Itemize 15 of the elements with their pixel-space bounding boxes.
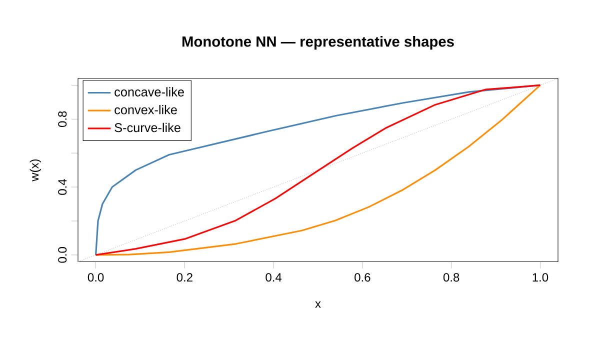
x-tick-label: 0.6 xyxy=(354,273,370,282)
chart-title: Monotone NN — representative shapes xyxy=(182,36,454,50)
y-tick-label: 0.8 xyxy=(58,111,67,128)
legend-label: convex-like xyxy=(114,105,177,114)
legend-label: S-curve-like xyxy=(114,122,180,132)
y-axis-title: w(x) xyxy=(30,159,41,182)
y-tick-label: 0.4 xyxy=(58,179,67,195)
x-tick-label: 1.0 xyxy=(532,273,548,282)
x-tick-label: 0.4 xyxy=(266,273,282,282)
x-tick-label: 0.0 xyxy=(88,273,104,282)
y-tick-label: 0.0 xyxy=(58,247,67,263)
x-tick-label: 0.2 xyxy=(176,273,192,282)
x-tick-label: 0.8 xyxy=(443,273,460,282)
x-axis-title: x xyxy=(315,301,321,308)
legend-label: concave-like xyxy=(114,87,184,96)
